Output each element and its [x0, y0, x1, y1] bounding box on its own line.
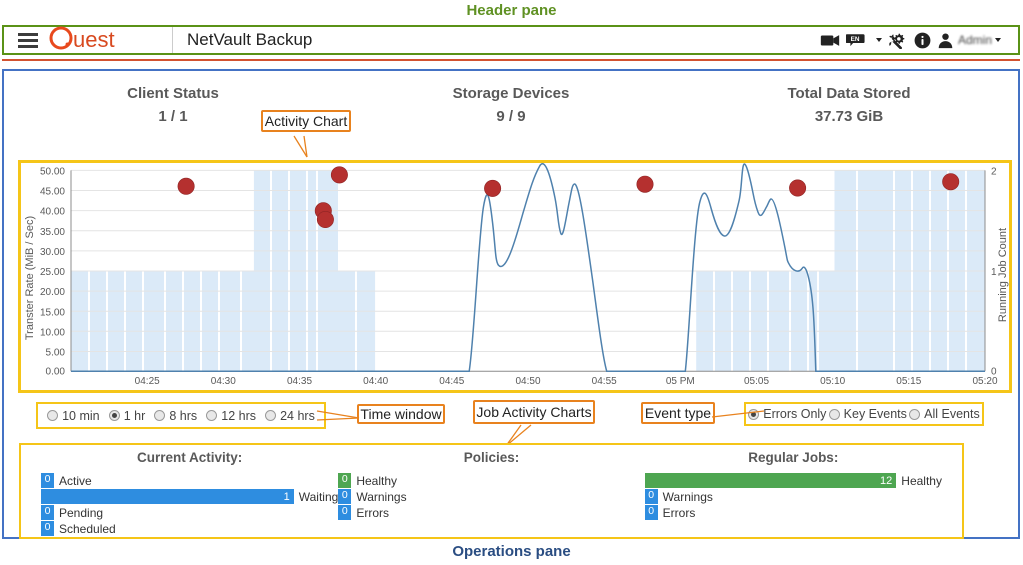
svg-text:04:50: 04:50 — [515, 376, 540, 387]
svg-text:uest: uest — [73, 27, 115, 52]
svg-text:35.00: 35.00 — [40, 227, 65, 238]
svg-text:05:05: 05:05 — [744, 376, 769, 387]
svg-text:30.00: 30.00 — [40, 247, 65, 258]
svg-text:0.00: 0.00 — [46, 367, 66, 378]
svg-text:10.00: 10.00 — [40, 327, 65, 338]
svg-text:05:15: 05:15 — [896, 376, 921, 387]
svg-text:Transter Rate (MiB / Sec): Transter Rate (MiB / Sec) — [24, 216, 36, 340]
svg-text:04:45: 04:45 — [439, 376, 464, 387]
svg-text:05 PM: 05 PM — [666, 376, 695, 387]
svg-text:50.00: 50.00 — [40, 167, 65, 178]
svg-text:04:35: 04:35 — [287, 376, 312, 387]
svg-text:15.00: 15.00 — [40, 307, 65, 318]
svg-text:2: 2 — [991, 167, 997, 178]
svg-text:45.00: 45.00 — [40, 187, 65, 198]
svg-text:25.00: 25.00 — [40, 267, 65, 278]
svg-text:EN: EN — [851, 36, 860, 43]
svg-text:04:40: 04:40 — [363, 376, 388, 387]
svg-text:04:25: 04:25 — [135, 376, 160, 387]
svg-text:5.00: 5.00 — [46, 348, 66, 359]
svg-text:Running Job Count: Running Job Count — [997, 228, 1009, 322]
svg-text:20.00: 20.00 — [40, 287, 65, 298]
svg-text:40.00: 40.00 — [40, 207, 65, 218]
svg-text:05:10: 05:10 — [820, 376, 845, 387]
svg-text:04:55: 04:55 — [592, 376, 617, 387]
svg-text:04:30: 04:30 — [211, 376, 236, 387]
svg-text:05:20: 05:20 — [972, 376, 997, 387]
